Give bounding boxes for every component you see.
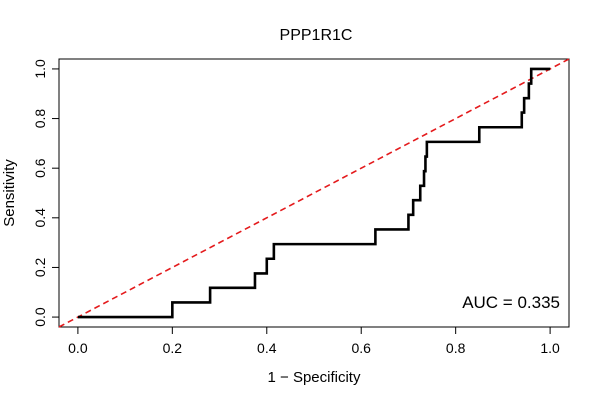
y-tick-label: 0.0 xyxy=(32,307,48,327)
x-tick-label: 1.0 xyxy=(540,340,560,356)
y-axis: 0.0 0.2 0.4 0.6 0.8 1.0 xyxy=(32,59,60,327)
series-layer xyxy=(58,58,570,328)
y-axis-title: Sensitivity xyxy=(1,159,18,227)
roc-curve xyxy=(77,67,551,319)
y-tick-label: 0.4 xyxy=(32,208,48,228)
reference-line xyxy=(58,58,570,328)
x-tick-label: 0.2 xyxy=(163,340,183,356)
x-tick-label: 0.4 xyxy=(257,340,277,356)
y-tick-label: 0.6 xyxy=(32,158,48,178)
x-axis-title: 1 − Specificity xyxy=(268,369,361,386)
x-axis: 0.0 0.2 0.4 0.6 0.8 1.0 xyxy=(68,326,560,356)
chart-title: PPP1R1C xyxy=(280,27,353,44)
auc-annotation: AUC = 0.335 xyxy=(462,293,560,312)
x-tick-label: 0.8 xyxy=(446,340,466,356)
x-tick-label: 0.0 xyxy=(68,340,88,356)
plot-frame xyxy=(58,58,570,328)
y-tick-label: 0.8 xyxy=(32,109,48,129)
x-tick-label: 0.6 xyxy=(351,340,371,356)
y-tick-label: 0.2 xyxy=(32,258,48,278)
y-tick-label: 1.0 xyxy=(32,59,48,79)
